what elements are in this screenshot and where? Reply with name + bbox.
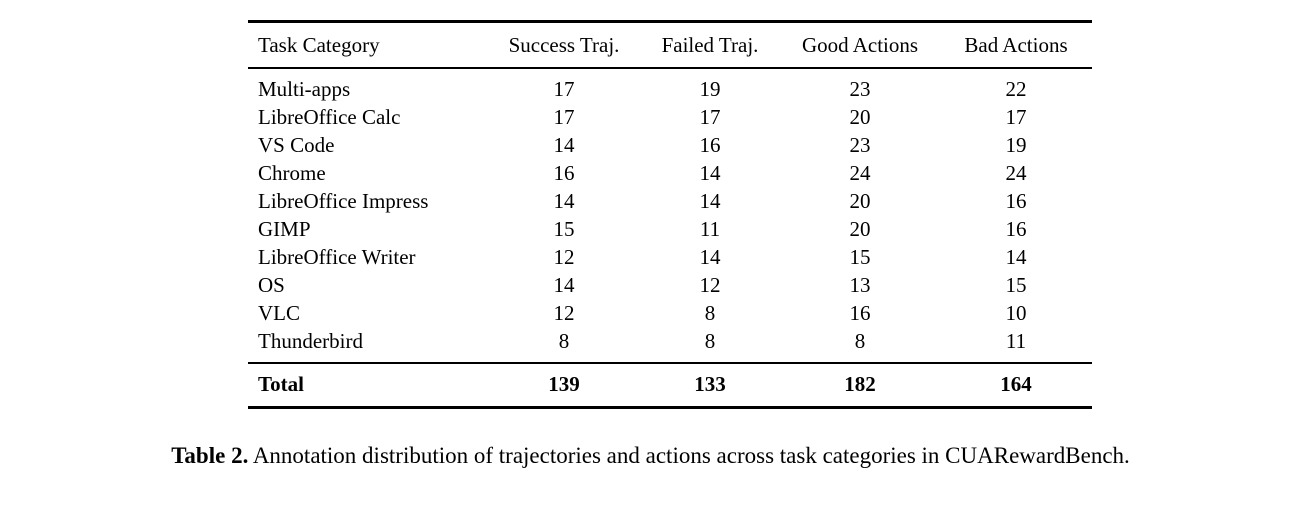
cell-total-bad: 164 <box>940 362 1092 409</box>
cell-failed: 14 <box>699 245 721 269</box>
cell-bad: 11 <box>1005 329 1027 353</box>
cell-success: 17 <box>553 77 575 101</box>
table-row-thunderbird: Thunderbird 8 8 8 11 <box>248 328 1092 364</box>
cell-category: LibreOffice Writer <box>258 245 416 269</box>
cell-category: GIMP <box>258 217 311 241</box>
cell-failed: 19 <box>699 77 721 101</box>
table-row-libreoffice-writer: LibreOffice Writer 12 14 15 14 <box>248 244 1092 272</box>
column-header-task-category: Task Category <box>248 20 488 69</box>
cell-good: 20 <box>849 105 871 129</box>
cell-good: 20 <box>849 217 871 241</box>
cell-success: 14 <box>553 273 575 297</box>
table-row-chrome: Chrome 16 14 24 24 <box>248 160 1092 188</box>
cell-good: 15 <box>849 245 871 269</box>
caption-text: Annotation distribution of trajectories … <box>252 443 1130 468</box>
cell-success: 15 <box>553 217 575 241</box>
cell-bad: 10 <box>1005 301 1027 325</box>
cell-category: LibreOffice Impress <box>258 189 429 213</box>
cell-failed: 17 <box>699 105 721 129</box>
cell-failed: 14 <box>699 161 721 185</box>
cell-bad: 17 <box>1005 105 1027 129</box>
column-header-success-traj: Success Traj. <box>488 20 640 69</box>
column-header-failed-traj: Failed Traj. <box>640 20 780 69</box>
cell-failed: 16 <box>699 133 721 157</box>
table-header-row: Task Category Success Traj. Failed Traj.… <box>248 20 1092 69</box>
table-row-total: Total 139 133 182 164 <box>248 362 1092 409</box>
cell-category: Chrome <box>258 161 326 185</box>
cell-total-label: Total <box>248 362 488 409</box>
table-caption: Table 2. Annotation distribution of traj… <box>0 442 1301 470</box>
table-row-libreoffice-calc: LibreOffice Calc 17 17 20 17 <box>248 104 1092 132</box>
cell-good: 24 <box>849 161 871 185</box>
cell-good: 8 <box>854 329 866 353</box>
cell-success: 12 <box>553 245 575 269</box>
cell-good: 16 <box>849 301 871 325</box>
column-header-good-actions: Good Actions <box>780 20 940 69</box>
cell-good: 20 <box>849 189 871 213</box>
cell-good: 13 <box>849 273 871 297</box>
cell-success: 16 <box>553 161 575 185</box>
cell-total-failed: 133 <box>640 362 780 409</box>
table-row-os: OS 14 12 13 15 <box>248 272 1092 300</box>
table-row-gimp: GIMP 15 11 20 16 <box>248 216 1092 244</box>
cell-bad: 16 <box>1005 189 1027 213</box>
cell-bad: 22 <box>1005 77 1027 101</box>
cell-category: VLC <box>258 301 300 325</box>
cell-bad: 14 <box>1005 245 1027 269</box>
annotation-distribution-table: Task Category Success Traj. Failed Traj.… <box>248 20 1092 409</box>
cell-bad: 24 <box>1005 161 1027 185</box>
cell-total-good: 182 <box>780 362 940 409</box>
cell-success: 8 <box>558 329 570 353</box>
caption-label: Table 2. <box>171 443 249 468</box>
cell-good: 23 <box>849 133 871 157</box>
cell-failed: 8 <box>704 329 716 353</box>
cell-success: 14 <box>553 133 575 157</box>
column-header-bad-actions: Bad Actions <box>940 20 1092 69</box>
cell-bad: 19 <box>1005 133 1027 157</box>
cell-success: 17 <box>553 105 575 129</box>
cell-failed: 14 <box>699 189 721 213</box>
cell-total-success: 139 <box>488 362 640 409</box>
cell-bad: 15 <box>1005 273 1027 297</box>
cell-category: OS <box>258 273 285 297</box>
cell-bad: 16 <box>1005 217 1027 241</box>
cell-good: 23 <box>849 77 871 101</box>
cell-category: Multi-apps <box>258 77 351 101</box>
cell-failed: 11 <box>699 217 721 241</box>
table-row-vs-code: VS Code 14 16 23 19 <box>248 132 1092 160</box>
table-row-multi-apps: Multi-apps 17 19 23 22 <box>248 68 1092 104</box>
cell-success: 14 <box>553 189 575 213</box>
cell-category: LibreOffice Calc <box>258 105 401 129</box>
cell-category: VS Code <box>258 133 335 157</box>
cell-failed: 8 <box>704 301 716 325</box>
table-row-vlc: VLC 12 8 16 10 <box>248 300 1092 328</box>
cell-failed: 12 <box>699 273 721 297</box>
cell-success: 12 <box>553 301 575 325</box>
cell-category: Thunderbird <box>258 329 363 353</box>
table-row-libreoffice-impress: LibreOffice Impress 14 14 20 16 <box>248 188 1092 216</box>
